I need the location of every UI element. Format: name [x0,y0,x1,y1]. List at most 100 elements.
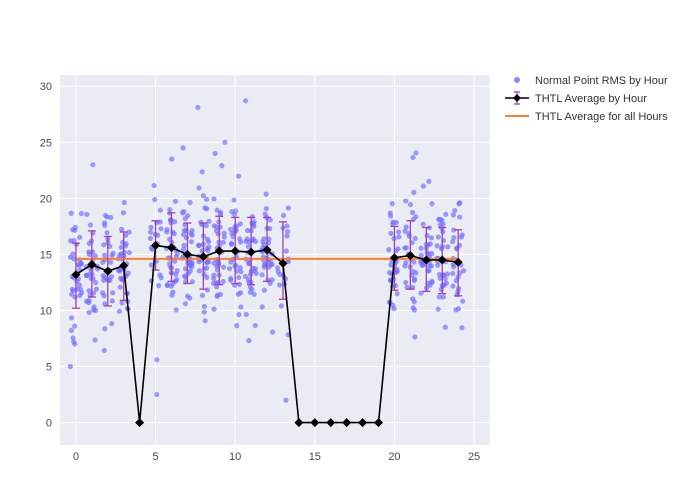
scatter-point [429,201,434,206]
legend-label: THTL Average by Hour [535,93,647,105]
scatter-point [443,212,448,217]
scatter-point [236,275,241,280]
scatter-point [122,200,127,205]
x-tick-label: 0 [73,451,79,463]
legend-marker-icon [513,94,521,102]
scatter-point [393,283,398,288]
scatter-point [152,197,157,202]
scatter-point [72,294,77,299]
scatter-point [238,221,243,226]
scatter-point [196,185,201,190]
scatter-point [148,225,153,230]
scatter-point [180,210,185,215]
scatter-point [246,244,251,249]
scatter-point [182,243,187,248]
legend-scatter-icon [514,77,520,83]
scatter-point [243,98,248,103]
scatter-point [407,234,412,239]
scatter-point [159,275,164,280]
scatter-point [110,290,115,295]
scatter-point [190,233,195,238]
scatter-point [180,145,185,150]
scatter-point [158,208,163,213]
scatter-point [262,288,267,293]
scatter-point [206,244,211,249]
scatter-point [69,211,74,216]
scatter-point [205,287,210,292]
scatter-point [197,268,202,273]
scatter-point [101,242,106,247]
scatter-point [391,306,396,311]
scatter-point [246,338,251,343]
scatter-point [183,216,188,221]
scatter-point [429,263,434,268]
scatter-point [201,193,206,198]
scatter-point [182,228,187,233]
scatter-point [244,312,249,317]
scatter-point [249,221,254,226]
scatter-point [77,282,82,287]
scatter-point [187,200,192,205]
scatter-point [100,290,105,295]
scatter-point [119,227,124,232]
scatter-point [403,198,408,203]
scatter-point [202,304,207,309]
scatter-point [410,155,415,160]
scatter-point [411,259,416,264]
scatter-point [403,260,408,265]
scatter-point [69,328,74,333]
scatter-point [154,392,159,397]
scatter-point [440,229,445,234]
scatter-point [229,241,234,246]
scatter-point [174,307,179,312]
scatter-point [237,282,242,287]
scatter-point [151,183,156,188]
scatter-point [457,214,462,219]
scatter-point [119,300,124,305]
scatter-point [72,324,77,329]
scatter-point [284,248,289,253]
scatter-point [236,173,241,178]
scatter-point [110,298,115,303]
scatter-point [238,240,243,245]
scatter-point [169,293,174,298]
scatter-point [173,272,178,277]
scatter-point [439,287,444,292]
scatter-point [259,272,264,277]
scatter-point [276,269,281,274]
scatter-point [195,105,200,110]
scatter-point [102,326,107,331]
scatter-point [169,156,174,161]
scatter-point [89,276,94,281]
scatter-point [268,262,273,267]
scatter-point [264,206,269,211]
scatter-point [260,304,265,309]
scatter-point [102,348,107,353]
scatter-point [105,277,110,282]
scatter-point [412,334,417,339]
scatter-point [156,283,161,288]
scatter-point [227,266,232,271]
scatter-point [214,294,219,299]
scatter-point [206,259,211,264]
scatter-point [165,282,170,287]
scatter-point [439,246,444,251]
scatter-point [260,239,265,244]
scatter-point [229,209,234,214]
scatter-point [238,269,243,274]
scatter-point [102,220,107,225]
scatter-point [213,151,218,156]
y-tick-label: 15 [40,249,52,261]
scatter-point [154,357,159,362]
y-tick-label: 20 [40,193,52,205]
scatter-point [402,245,407,250]
scatter-point [221,265,226,270]
scatter-point [173,199,178,204]
scatter-point [70,287,75,292]
scatter-point [93,253,98,258]
scatter-point [281,213,286,218]
scatter-point [188,269,193,274]
scatter-point [412,299,417,304]
scatter-point [86,300,91,305]
scatter-point [183,301,188,306]
